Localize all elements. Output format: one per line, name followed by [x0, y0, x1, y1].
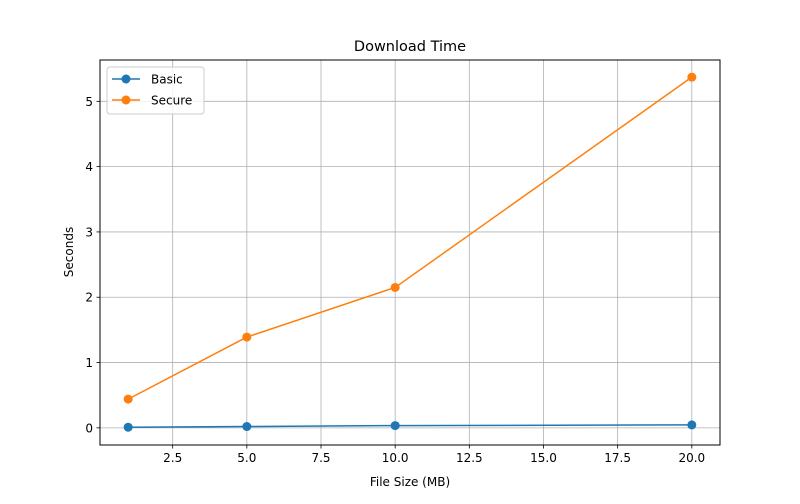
legend-label-basic: Basic	[151, 73, 183, 87]
series-line-secure	[127, 76, 693, 400]
legend-label-secure: Secure	[151, 94, 192, 108]
legend: Basic Secure	[106, 66, 205, 115]
grid	[100, 60, 720, 445]
x-tick-label: 15.0	[530, 451, 557, 465]
data-point-secure	[242, 332, 252, 342]
data-point-basic	[242, 422, 252, 432]
x-tick-label: 7.5	[311, 451, 330, 465]
x-tick-label: 17.5	[604, 451, 631, 465]
x-tick-label: 12.5	[456, 451, 483, 465]
data-point-basic	[687, 420, 697, 430]
axis-ticks: 2.5 5.0 7.5 10.0 12.5 15.0 17.5 20.0 0 1 2 3 4 5	[85, 95, 705, 465]
x-tick-label: 20.0	[678, 451, 705, 465]
y-tick-label: 4	[85, 160, 93, 174]
y-tick-label: 3	[85, 225, 93, 239]
legend-marker-basic	[121, 74, 131, 84]
data-point-basic	[123, 422, 133, 432]
x-axis-label: File Size (MB)	[370, 475, 450, 489]
series-line-basic	[128, 424, 692, 428]
data-point-secure	[390, 282, 400, 292]
y-tick-label: 0	[85, 421, 93, 435]
y-tick-label: 2	[85, 291, 93, 305]
plot-frame	[99, 59, 721, 446]
data-point-secure	[123, 394, 133, 404]
data-point-basic	[390, 421, 400, 431]
legend-marker-secure	[121, 95, 131, 105]
y-tick-label: 5	[85, 95, 93, 109]
x-tick-label: 10.0	[382, 451, 409, 465]
y-axis-label: Seconds	[62, 227, 76, 277]
chart-title: Download Time	[354, 39, 466, 55]
y-tick-label: 1	[85, 356, 93, 370]
data-point-secure	[687, 72, 697, 82]
x-tick-label: 5.0	[237, 451, 256, 465]
series-layer	[123, 72, 697, 432]
x-tick-label: 2.5	[163, 451, 182, 465]
